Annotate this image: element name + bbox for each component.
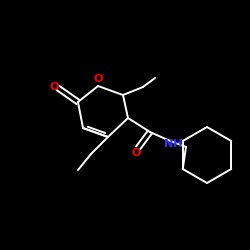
Text: O: O xyxy=(131,148,141,158)
Text: NH: NH xyxy=(164,139,182,149)
Text: O: O xyxy=(49,82,59,92)
Text: O: O xyxy=(93,74,103,84)
